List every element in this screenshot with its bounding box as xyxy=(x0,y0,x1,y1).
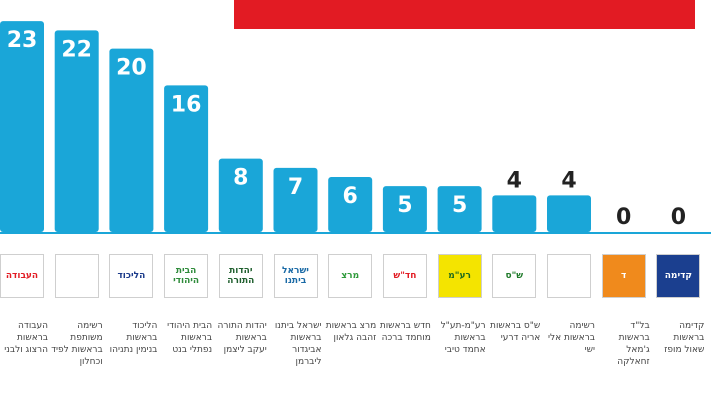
party-logo: קדימה xyxy=(656,254,701,298)
party-logo-text: ישראל ביתנו xyxy=(282,266,309,286)
tick-label: יהדות התורה בראשות יעקב ליצמן xyxy=(217,321,267,355)
bar-value-label: 5 xyxy=(452,193,467,218)
bar-group: 23 xyxy=(0,21,44,232)
bar xyxy=(382,186,427,232)
party-logo-text: יהדות התורה xyxy=(227,266,255,286)
party-logo xyxy=(547,254,591,298)
tick-label: ישראל ביתנו בראשות אביגדור ליברמן xyxy=(274,321,322,367)
party-logo: חד"ש xyxy=(382,254,427,298)
bar-value-label: 8 xyxy=(233,166,248,191)
bar-value-label: 0 xyxy=(616,205,631,230)
party-logo-text: העבודה xyxy=(5,271,39,281)
party-logo-text: ש"ס xyxy=(505,271,524,281)
tick-label: מרצ בראשות זהבה גלאון xyxy=(325,321,377,343)
tick-label: חדש בראשות מוחמד ברכה xyxy=(379,321,431,343)
party-logo-text: מרצ xyxy=(341,271,360,281)
bar xyxy=(328,177,373,232)
bar-value-label: 23 xyxy=(7,28,38,53)
bar xyxy=(218,158,263,232)
bar-group: 16 xyxy=(164,85,209,232)
bar xyxy=(437,186,482,232)
tick-label: רשימה משותפת בראשות לפיד וכחלון xyxy=(51,321,103,367)
bar-group: 5 xyxy=(382,186,427,232)
header-banner xyxy=(234,0,695,29)
tick-label: קדימה בראשות שאול מופז xyxy=(664,321,705,355)
bar xyxy=(273,167,318,232)
bar-value-label: 5 xyxy=(397,193,412,218)
party-logo: העבודה xyxy=(0,254,44,298)
bar xyxy=(109,48,154,232)
party-logo: הליכוד xyxy=(109,254,154,298)
bar-value-label: 22 xyxy=(61,37,92,62)
bar-group: 7 xyxy=(273,167,318,232)
tick-label: בל"ד בראשות ג'מאל זחאלקה xyxy=(617,321,650,367)
bar xyxy=(492,195,537,232)
party-logo-text: חד"ש xyxy=(393,271,417,281)
bar-value-label: 6 xyxy=(343,184,358,209)
bar-group: 8 xyxy=(218,158,263,232)
bar xyxy=(0,21,44,232)
party-logo: יהדות התורה xyxy=(218,254,263,298)
party-logo: הבית היהודי xyxy=(164,254,209,298)
bar-group: 0 xyxy=(616,205,631,230)
bar-group: 4 xyxy=(492,168,537,232)
bar-value-label: 7 xyxy=(288,175,303,200)
bar-value-label: 4 xyxy=(507,168,522,193)
party-logo-text: הליכוד xyxy=(117,271,146,281)
bar-group: 6 xyxy=(328,177,373,232)
bar xyxy=(164,85,209,232)
bar-group: 0 xyxy=(671,205,686,230)
party-logo-text: ד xyxy=(621,271,627,281)
bar-group: 5 xyxy=(437,186,482,232)
bar-value-label: 20 xyxy=(116,56,147,81)
bar xyxy=(547,195,591,232)
bar-value-label: 0 xyxy=(671,205,686,230)
bar-group: 20 xyxy=(109,48,154,232)
tick-label: ש"ס בראשות אריה דרעי xyxy=(490,321,541,343)
tick-label: רשימה בראשות אלי ישי xyxy=(547,321,595,355)
tick-label: העבודה בראשות הרצוג ולבני xyxy=(4,321,48,355)
bar xyxy=(54,30,99,233)
party-logo-text: הבית היהודי xyxy=(173,266,200,286)
tick-label: הבית היהודי בראשות נפתלי בנט xyxy=(167,321,213,355)
tick-label: הליכוד בראשות בנימין נתניהו xyxy=(109,321,158,355)
party-logo xyxy=(54,254,99,298)
party-logo-text: קדימה xyxy=(664,271,693,281)
bar-group: 22 xyxy=(54,30,99,233)
party-logo: ש"ס xyxy=(492,254,537,298)
party-logo: ישראל ביתנו xyxy=(273,254,318,298)
party-logo-text: רע"מ xyxy=(448,271,471,281)
party-logo: מרצ xyxy=(328,254,373,298)
bar-value-label: 16 xyxy=(171,92,202,117)
party-logo: רע"מ xyxy=(437,254,482,298)
bar-value-label: 4 xyxy=(561,168,576,193)
tick-label: רע"מ-תע"ל בראשות אחמד טיבי xyxy=(440,321,486,355)
bar-group: 4 xyxy=(547,168,591,232)
party-logo: ד xyxy=(601,254,646,298)
